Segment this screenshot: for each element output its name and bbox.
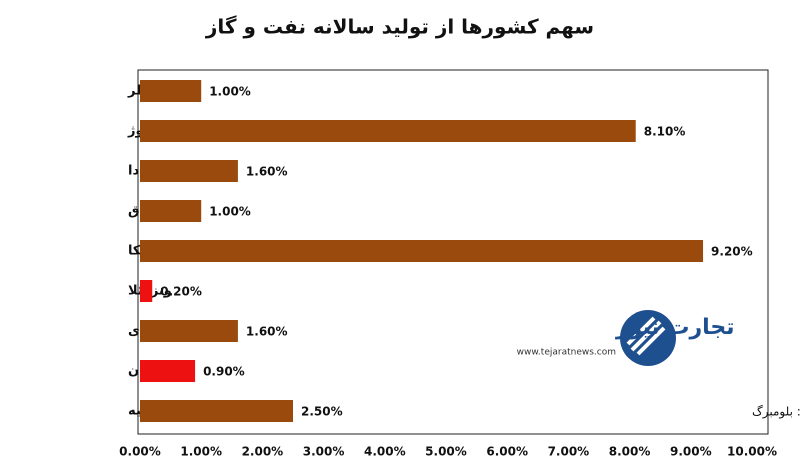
logo-circle <box>620 310 676 366</box>
logo-text: تجارت نیوز <box>615 315 735 340</box>
bar <box>140 280 153 302</box>
value-label: 1.60% <box>246 165 288 179</box>
x-tick-label: 6.00% <box>486 445 528 459</box>
value-label: 9.20% <box>711 245 753 259</box>
value-label: 2.50% <box>301 405 343 419</box>
value-label: 1.00% <box>209 205 251 219</box>
logo-stripes <box>626 316 666 356</box>
bar <box>140 320 238 342</box>
bar <box>140 360 196 382</box>
bar <box>140 120 636 142</box>
x-tick-label: 4.00% <box>364 445 406 459</box>
bar <box>140 160 238 182</box>
x-tick-label: 0.00% <box>119 445 161 459</box>
value-label: 1.00% <box>209 85 251 99</box>
value-label: 0.20% <box>160 285 202 299</box>
x-tick-label: 10.00% <box>727 445 777 459</box>
x-tick-label: 7.00% <box>548 445 590 459</box>
bar <box>140 400 293 422</box>
logo-url: www.tejaratnews.com <box>517 348 616 358</box>
value-label: 8.10% <box>644 125 686 139</box>
x-tick-label: 3.00% <box>303 445 345 459</box>
source-note: منبع: بلومبرگ <box>752 405 800 420</box>
x-tick-label: 8.00% <box>609 445 651 459</box>
bar <box>140 80 202 102</box>
chart-title: سهم کشورها از تولید سالانه نفت و گاز <box>205 15 594 39</box>
x-tick-label: 2.00% <box>242 445 284 459</box>
value-label: 0.90% <box>203 365 245 379</box>
logo: تجارت نیوز www.tejaratnews.com <box>517 310 735 366</box>
plot-frame <box>137 69 769 435</box>
x-tick-label: 5.00% <box>425 445 467 459</box>
bar <box>140 240 704 262</box>
value-label: 1.60% <box>246 325 288 339</box>
bar <box>140 200 202 222</box>
x-tick-label: 1.00% <box>180 445 222 459</box>
x-tick-label: 9.00% <box>670 445 712 459</box>
